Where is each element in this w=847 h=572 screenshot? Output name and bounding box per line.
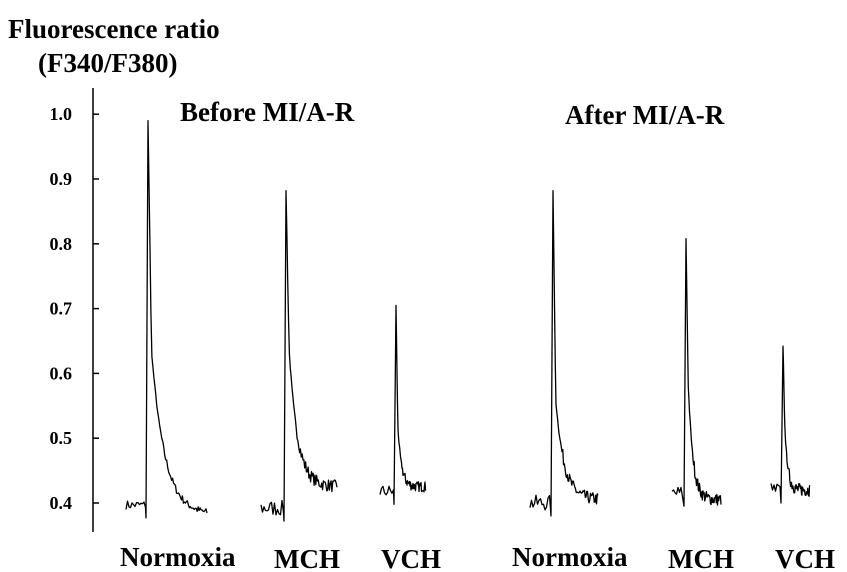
before-normoxia-trace	[125, 120, 208, 519]
category-label-after-vch: VCH	[775, 544, 835, 572]
after-vch-trace	[770, 345, 811, 504]
category-label-before-mch: MCH	[274, 544, 340, 572]
y-tick-label: 0.6	[50, 363, 73, 383]
category-label-before-normoxia: Normoxia	[120, 542, 236, 572]
before-mch-trace	[260, 190, 338, 522]
panel-title-after: After MI/A-R	[565, 100, 725, 130]
traces-group	[125, 120, 811, 522]
y-tick-label: 1.0	[50, 104, 73, 124]
y-tick-label: 0.5	[50, 428, 73, 448]
y-tick-label: 0.9	[50, 169, 73, 189]
y-axis-label-line1: Fluorescence ratio	[8, 14, 220, 44]
category-label-after-normoxia: Normoxia	[512, 542, 628, 572]
category-label-before-vch: VCH	[381, 544, 441, 572]
after-mch-trace	[671, 237, 722, 507]
category-label-after-mch: MCH	[668, 544, 734, 572]
y-tick-label: 0.7	[50, 299, 73, 319]
y-axis-ticks: 1.0 0.9 0.8 0.7 0.6 0.5 0.4	[50, 104, 99, 513]
after-normoxia-trace	[529, 190, 599, 517]
y-axis-label-line2: (F340/F380)	[38, 48, 177, 78]
before-vch-trace	[379, 304, 427, 505]
panel-title-before: Before MI/A-R	[180, 97, 355, 127]
y-tick-label: 0.4	[50, 493, 73, 513]
y-tick-label: 0.8	[50, 234, 73, 254]
